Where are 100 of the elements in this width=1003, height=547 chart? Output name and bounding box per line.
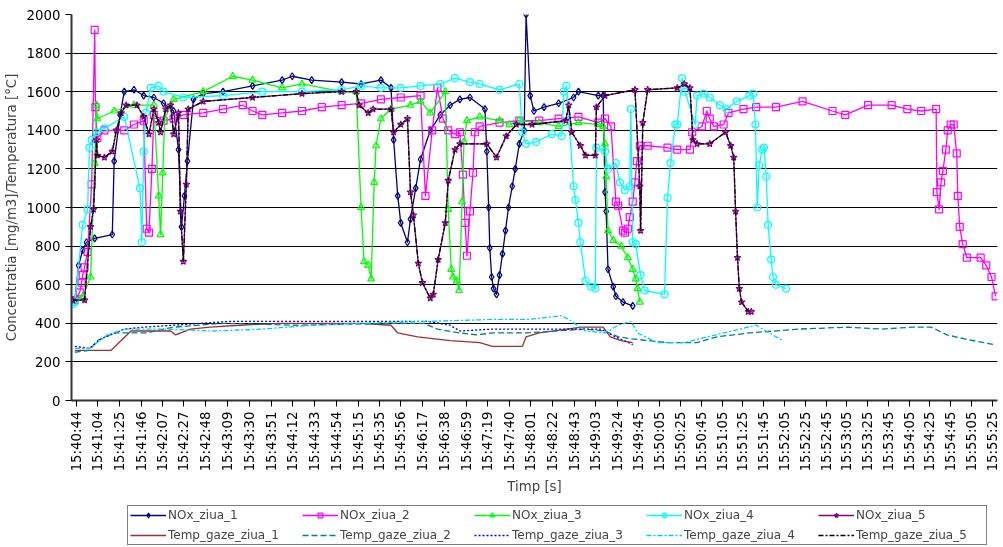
point — [156, 229, 165, 238]
y-axis-title: Concentratia [mg/m3]/Temperatura [°C] — [3, 73, 19, 342]
y-tick-label: 1800 — [26, 46, 61, 62]
x-tick-label: 15:43:30 — [241, 411, 257, 472]
x-tick-label: 15:55:25 — [984, 411, 1000, 472]
point — [459, 137, 469, 145]
legend-label: Temp_gaze_ziua_1 — [168, 528, 280, 542]
point — [364, 260, 373, 269]
legend-label: NOx_ziua_4 — [684, 508, 755, 522]
x-tick-label: 15:41:04 — [89, 411, 105, 472]
x-tick-label: 15:53:45 — [880, 411, 896, 472]
x-tick-label: 15:46:59 — [458, 411, 474, 472]
x-tick-label: 15:54:45 — [943, 411, 959, 472]
point — [475, 112, 484, 120]
legend-label: Temp_gaze_ziua_2 — [340, 528, 452, 542]
x-tick-label: 15:42:07 — [155, 411, 171, 472]
point — [449, 272, 458, 280]
x-tick-label: 15:55:05 — [964, 411, 980, 472]
point — [603, 226, 613, 234]
y-tick-label: 1200 — [26, 161, 61, 177]
point — [90, 158, 99, 166]
point — [376, 114, 386, 122]
line-series — [74, 322, 995, 353]
legend-label: NOx_ziua_5 — [856, 508, 927, 522]
point — [599, 121, 608, 130]
x-tick-label: 15:41:46 — [133, 411, 149, 472]
x-tick-label: 15:47:40 — [501, 411, 517, 472]
x-tick-label: 15:52:05 — [776, 411, 792, 472]
point — [93, 114, 102, 122]
x-tick-label: 15:53:25 — [860, 411, 876, 472]
x-tick-label: 15:43:09 — [219, 411, 235, 472]
point — [458, 197, 467, 205]
point — [574, 117, 583, 126]
point — [248, 75, 257, 83]
x-tick-label: 15:53:05 — [839, 411, 855, 472]
point — [609, 235, 618, 243]
x-tick-label: 15:51:25 — [735, 411, 751, 472]
point — [86, 272, 95, 280]
x-tick-label: 15:46:38 — [437, 411, 453, 472]
point — [635, 297, 644, 305]
point — [359, 256, 369, 265]
x-tick-label: 15:48:22 — [545, 411, 561, 472]
x-tick-label: 15:44:12 — [285, 411, 301, 472]
point — [462, 116, 472, 124]
x-tick-label: 15:44:33 — [307, 411, 323, 472]
legend-label: NOx_ziua_2 — [340, 508, 411, 522]
x-tick-label: 15:42:48 — [198, 411, 214, 472]
x-tick-label: 15:48:43 — [567, 411, 582, 472]
y-tick-label: 0 — [52, 393, 61, 409]
point — [356, 202, 366, 211]
point — [367, 274, 376, 282]
point — [426, 108, 435, 116]
x-tick-label: 15:54:05 — [901, 411, 917, 472]
point — [631, 274, 640, 282]
x-tick-label: 15:51:05 — [714, 411, 730, 472]
point — [633, 283, 642, 292]
x-tick-label: 15:41:25 — [111, 411, 127, 472]
x-tick-label: 15:51:45 — [756, 411, 772, 472]
y-tick-label: 1600 — [26, 84, 61, 100]
x-tick-label: 15:52:25 — [797, 411, 813, 472]
x-tick-label: 15:44:54 — [329, 411, 344, 472]
point — [600, 139, 610, 147]
point — [416, 96, 425, 104]
x-tick-label: 15:45:35 — [371, 411, 387, 472]
point — [228, 71, 237, 79]
point — [92, 100, 101, 108]
point — [623, 253, 632, 261]
x-tick-label: 15:49:45 — [631, 411, 647, 472]
point — [110, 106, 119, 114]
x-tick-label: 15:46:17 — [415, 411, 431, 472]
point — [158, 168, 167, 176]
point — [406, 100, 415, 108]
point — [297, 79, 307, 87]
point — [444, 204, 453, 213]
x-tick-label: 15:52:45 — [818, 411, 834, 472]
point — [154, 191, 163, 199]
x-tick-label: 15:50:45 — [693, 411, 709, 472]
x-tick-label: 15:49:03 — [587, 411, 603, 472]
point — [169, 94, 178, 103]
x-tick-label: 15:40:44 — [69, 411, 85, 472]
point — [278, 83, 287, 91]
point — [628, 264, 637, 272]
point — [452, 276, 461, 284]
legend-label: NOx_ziua_3 — [512, 508, 583, 522]
y-tick-label: 200 — [35, 354, 61, 370]
point — [371, 141, 381, 149]
x-tick-label: 15:42:27 — [176, 411, 192, 472]
legend-label: Temp_gaze_ziua_3 — [512, 528, 624, 542]
point — [602, 171, 611, 180]
x-tick-label: 15:45:56 — [393, 411, 409, 472]
point — [149, 100, 158, 108]
point — [505, 119, 514, 128]
legend-label: Temp_gaze_ziua_5 — [856, 528, 968, 542]
x-tick-label: 15:54:25 — [922, 411, 938, 472]
x-tick-label: 15:50:25 — [673, 411, 689, 472]
y-tick-label: 400 — [35, 316, 61, 332]
x-axis-title: Timp [s] — [506, 479, 562, 495]
x-tick-label: 15:50:05 — [652, 411, 668, 472]
y-tick-label: 1000 — [26, 200, 61, 216]
legend-label: NOx_ziua_1 — [168, 508, 239, 522]
